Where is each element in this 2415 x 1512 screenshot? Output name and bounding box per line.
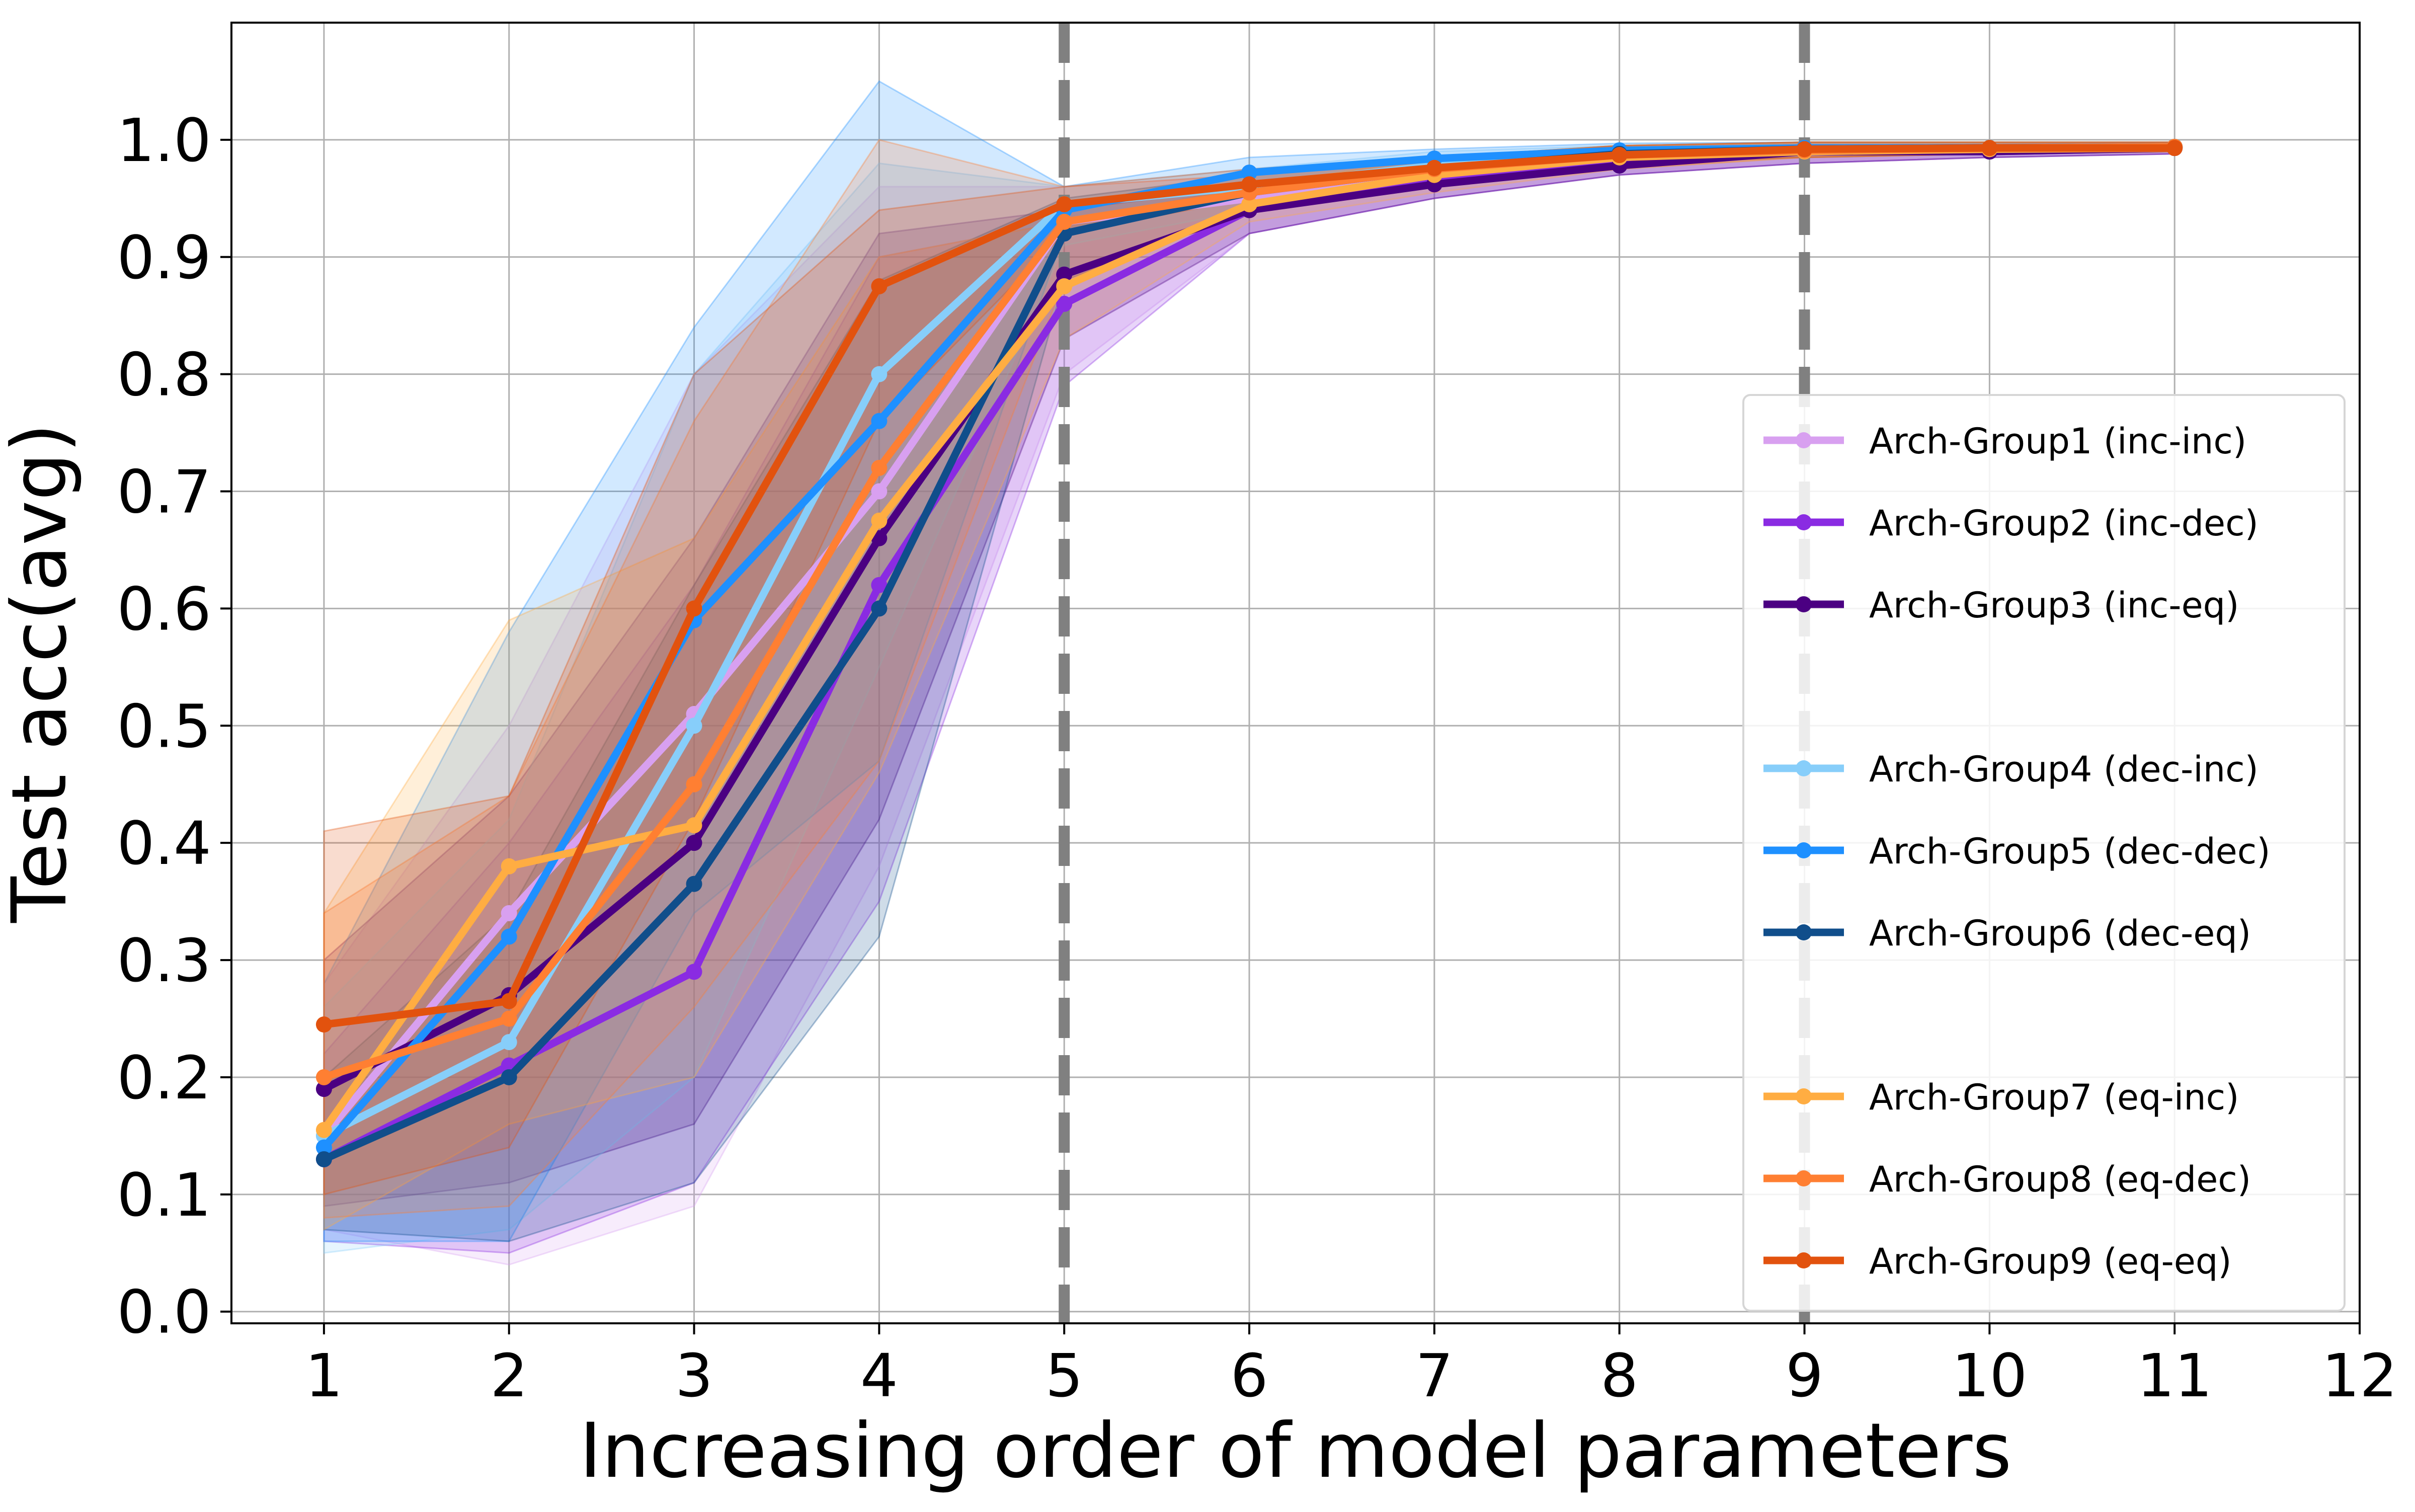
- x-tick-label: 9: [1786, 1341, 1823, 1410]
- y-tick-label: 0.5: [117, 691, 211, 761]
- x-tick-label: 3: [675, 1341, 713, 1410]
- legend: Arch-Group1 (inc-inc) Arch-Group2 (inc-de…: [1742, 394, 2346, 1312]
- y-tick-label: 0.7: [117, 457, 211, 527]
- x-tick-label: 6: [1231, 1341, 1268, 1410]
- data-point: [501, 928, 517, 945]
- legend-box: [1742, 394, 2346, 1312]
- legend-swatch-marker: [1796, 514, 1812, 530]
- data-point: [501, 905, 517, 921]
- confidence-bands: [323, 80, 2176, 1266]
- data-point: [1056, 278, 1073, 294]
- y-axis-label: Test acc(avg): [0, 423, 84, 923]
- data-point: [501, 1034, 517, 1051]
- data-point: [871, 483, 888, 500]
- data-point: [315, 1081, 332, 1097]
- x-tick-label: 1: [305, 1341, 343, 1410]
- data-point: [686, 876, 702, 892]
- legend-label: Arch-Group1 (inc-inc): [1869, 421, 2246, 462]
- data-point: [1056, 213, 1073, 230]
- legend-label: Arch-Group3 (inc-eq): [1869, 585, 2239, 626]
- data-point: [871, 278, 888, 294]
- data-point: [1611, 147, 1628, 164]
- data-point: [501, 993, 517, 1009]
- x-tick-label: 8: [1600, 1341, 1638, 1410]
- data-point: [1241, 165, 1258, 181]
- data-point: [1056, 196, 1073, 212]
- y-tick-label: 0.3: [117, 926, 211, 995]
- data-point: [871, 512, 888, 529]
- y-tick-label: 0.6: [117, 574, 211, 644]
- data-point: [315, 1016, 332, 1033]
- y-tick-label: 0.2: [117, 1043, 211, 1112]
- data-point: [686, 718, 702, 734]
- x-tick-label: 12: [2322, 1341, 2397, 1410]
- y-tick-label: 0.4: [117, 809, 211, 878]
- x-tick-label: 2: [490, 1341, 528, 1410]
- legend-swatch-marker: [1796, 432, 1812, 448]
- data-point: [686, 776, 702, 792]
- legend-label: Arch-Group5 (dec-dec): [1869, 831, 2271, 872]
- axis-ticks: 1 2 3 4 5 6 7 8 9 10 11 120.00.10.20.30.40.50.60.70…: [117, 106, 2397, 1410]
- data-point: [871, 600, 888, 617]
- data-point: [315, 1151, 332, 1167]
- legend-swatch-marker: [1796, 760, 1812, 776]
- legend-swatch-marker: [1796, 596, 1812, 612]
- data-point: [1056, 295, 1073, 312]
- data-point: [686, 600, 702, 617]
- data-point: [501, 1069, 517, 1085]
- data-point: [315, 1122, 332, 1138]
- data-point: [1426, 160, 1442, 176]
- x-axis-label: Increasing order of model parameters: [580, 1407, 2012, 1495]
- y-tick-label: 0.1: [117, 1160, 211, 1230]
- x-tick-label: 11: [2137, 1341, 2212, 1410]
- data-point: [501, 1010, 517, 1027]
- legend-swatch-marker: [1796, 842, 1812, 858]
- data-point: [1796, 141, 1813, 157]
- data-point: [871, 413, 888, 429]
- legend-swatch-marker: [1796, 924, 1812, 940]
- data-point: [686, 835, 702, 851]
- x-tick-label: 10: [1952, 1341, 2027, 1410]
- y-tick-label: 0.8: [117, 340, 211, 410]
- data-point: [1241, 196, 1258, 212]
- legend-label: Arch-Group4 (dec-inc): [1869, 749, 2259, 790]
- y-tick-label: 0.0: [117, 1278, 211, 1347]
- data-series: [315, 138, 2183, 1167]
- data-point: [1056, 266, 1073, 283]
- legend-swatch-marker: [1796, 1170, 1812, 1186]
- data-point: [501, 858, 517, 874]
- x-tick-label: 7: [1415, 1341, 1453, 1410]
- x-tick-label: 5: [1045, 1341, 1083, 1410]
- data-point: [871, 366, 888, 382]
- plot-frame: [230, 22, 2361, 1324]
- legend-swatch-marker: [1796, 1088, 1812, 1104]
- legend-label: Arch-Group2 (inc-dec): [1869, 503, 2259, 544]
- legend-label: Arch-Group9 (eq-eq): [1869, 1241, 2232, 1282]
- data-point: [315, 1069, 332, 1085]
- data-point: [1241, 176, 1258, 193]
- data-point: [2166, 140, 2183, 156]
- y-tick-label: 0.9: [117, 223, 211, 292]
- x-tick-label: 4: [860, 1341, 898, 1410]
- data-point: [871, 577, 888, 593]
- data-point: [1981, 140, 1998, 156]
- data-point: [871, 459, 888, 476]
- legend-swatch-marker: [1796, 1252, 1812, 1268]
- data-point: [686, 964, 702, 980]
- data-point: [686, 817, 702, 834]
- legend-label: Arch-Group6 (dec-eq): [1869, 913, 2251, 954]
- data-point: [315, 1139, 332, 1156]
- legend-label: Arch-Group8 (eq-dec): [1869, 1159, 2251, 1200]
- legend-label: Arch-Group7 (eq-inc): [1869, 1077, 2239, 1118]
- y-tick-label: 1.0: [117, 106, 211, 175]
